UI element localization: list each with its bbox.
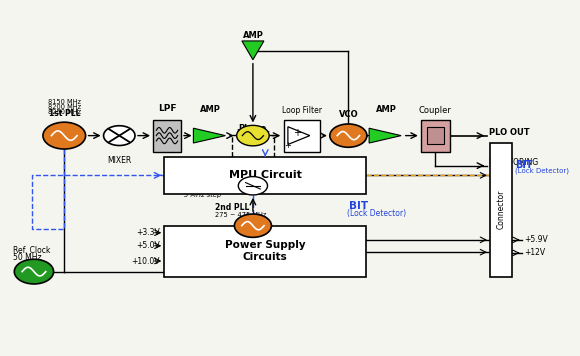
Text: LPF: LPF [158, 104, 176, 113]
FancyBboxPatch shape [490, 143, 512, 277]
Text: AMP: AMP [200, 105, 220, 114]
Text: AMP: AMP [242, 31, 263, 40]
Circle shape [234, 214, 271, 237]
Text: 275 ~ 475 MHz: 275 ~ 475 MHz [215, 211, 266, 218]
Text: Coupler: Coupler [419, 106, 452, 115]
Text: PLO OUT: PLO OUT [489, 127, 530, 137]
Text: Ref. Clock: Ref. Clock [13, 246, 50, 255]
Text: Phase: Phase [239, 124, 267, 133]
Text: 8250 MHz: 8250 MHz [48, 109, 81, 115]
Text: +: + [293, 128, 302, 138]
Text: +: + [284, 141, 291, 150]
FancyBboxPatch shape [427, 127, 444, 144]
Text: AMP: AMP [375, 105, 396, 114]
Text: +5.0V: +5.0V [136, 241, 160, 250]
Text: MIXER: MIXER [107, 156, 132, 165]
Text: 27.5 ~ 47.5 MHz: 27.5 ~ 47.5 MHz [181, 186, 237, 192]
FancyBboxPatch shape [164, 157, 367, 194]
Polygon shape [193, 128, 226, 143]
FancyBboxPatch shape [420, 120, 450, 152]
Circle shape [104, 126, 135, 146]
Text: +12V: +12V [525, 248, 546, 257]
Circle shape [43, 122, 86, 149]
Text: 50 MHz: 50 MHz [13, 253, 41, 262]
Text: Loop Filter: Loop Filter [282, 106, 322, 115]
Text: MONITORING: MONITORING [489, 158, 539, 167]
Text: VCO: VCO [339, 110, 358, 119]
Circle shape [330, 124, 367, 147]
Text: 8200 MHz: 8200 MHz [48, 104, 81, 110]
Text: 2nd PLL: 2nd PLL [215, 203, 249, 211]
Text: 8150 MHz: 8150 MHz [48, 99, 81, 105]
Text: Connector: Connector [496, 190, 506, 230]
Polygon shape [369, 128, 401, 143]
FancyBboxPatch shape [284, 120, 320, 152]
Polygon shape [242, 41, 264, 60]
Text: Detector: Detector [236, 129, 270, 137]
Polygon shape [288, 127, 310, 145]
Text: (Lock Detector): (Lock Detector) [515, 168, 569, 174]
FancyBboxPatch shape [164, 226, 367, 277]
Circle shape [237, 125, 269, 146]
Text: +3.3V: +3.3V [136, 228, 160, 237]
Text: (Lock Detector): (Lock Detector) [347, 209, 406, 218]
Text: 1st PLL: 1st PLL [49, 109, 80, 118]
Text: BIT: BIT [515, 160, 532, 170]
Text: Power Supply
Circuits: Power Supply Circuits [225, 241, 306, 262]
Text: +5.9V: +5.9V [525, 235, 549, 244]
Circle shape [238, 177, 267, 195]
Text: MPU Circuit: MPU Circuit [229, 171, 302, 180]
Text: +10.0V: +10.0V [131, 257, 160, 266]
FancyBboxPatch shape [153, 120, 181, 152]
Text: BIT: BIT [350, 201, 369, 211]
Text: 5 MHz step: 5 MHz step [184, 192, 221, 198]
Circle shape [14, 259, 53, 284]
